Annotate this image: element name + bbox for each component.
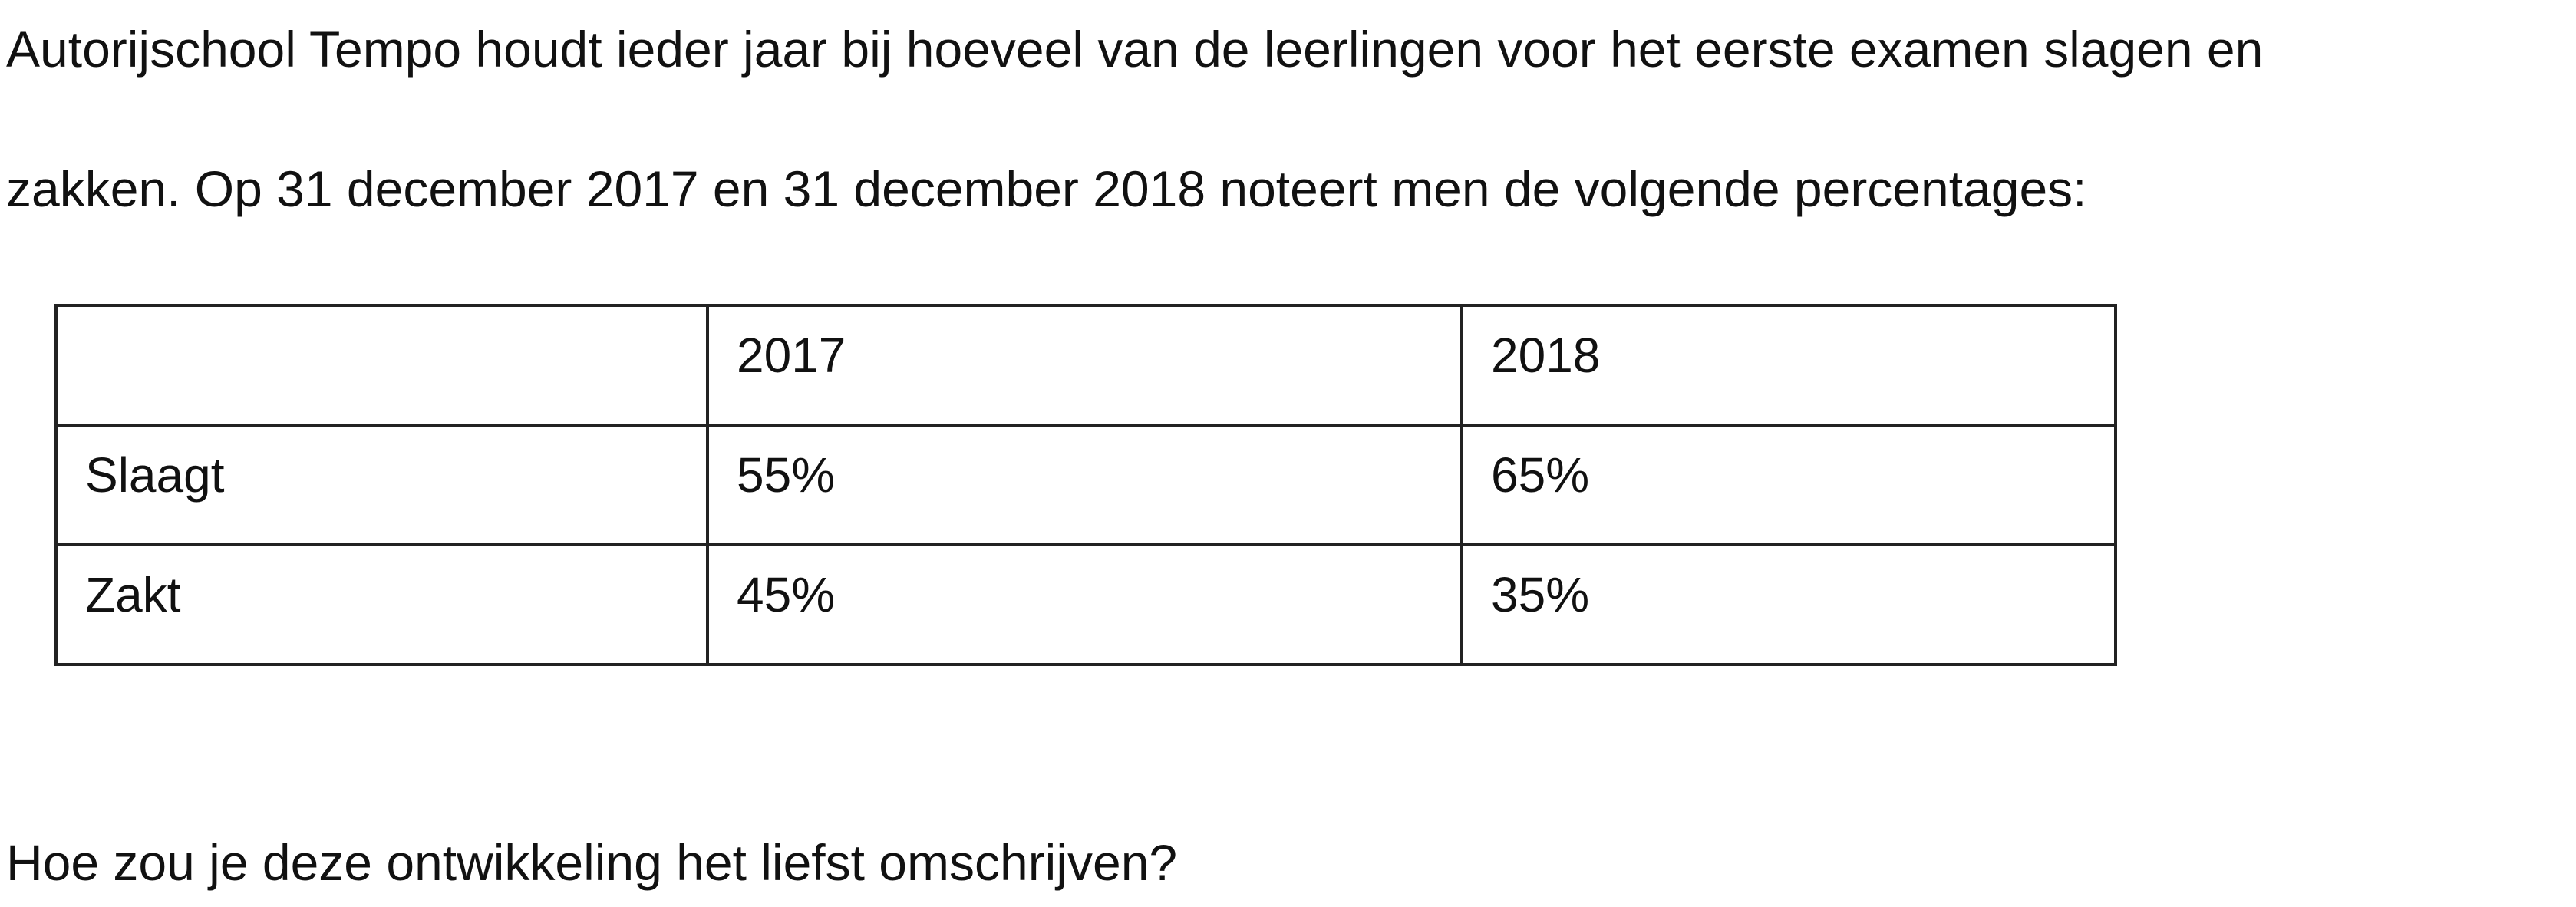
cell: 35% — [1460, 543, 2117, 666]
header-cell: 2017 — [706, 304, 1463, 427]
question: Hoe zou je deze ontwikkeling het liefst … — [6, 834, 1178, 891]
row-label: Zakt — [54, 543, 709, 666]
row-label: Slaagt — [54, 424, 709, 546]
header-cell: 2018 — [1460, 304, 2117, 427]
cell: 65% — [1460, 424, 2117, 546]
table-row: Zakt 45% 35% — [54, 543, 2117, 666]
cell: 55% — [706, 424, 1463, 546]
paragraph: Autorijschool Tempo houdt ieder jaar bij… — [6, 21, 2264, 78]
table-row: Slaagt 55% 65% — [54, 424, 2117, 546]
header-cell — [54, 304, 709, 427]
cell: 45% — [706, 543, 1463, 666]
table: 2017 2018 Slaagt 55% 65% Zakt 45% 35% — [54, 304, 2117, 666]
table-header-row: 2017 2018 — [54, 304, 2117, 427]
paragraph: zakken. Op 31 december 2017 en 31 decemb… — [6, 160, 2087, 217]
